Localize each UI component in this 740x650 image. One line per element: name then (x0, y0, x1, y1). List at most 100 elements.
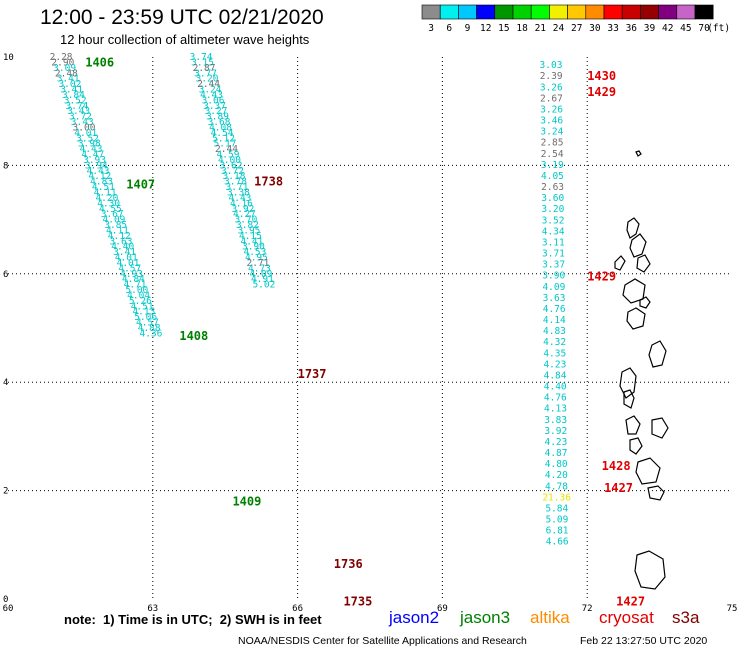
legend-tick-label: 18 (516, 23, 528, 34)
swh-value-label: 4.34 (542, 226, 565, 237)
pass-number-label: 1409 (232, 494, 261, 508)
x-tick-label: 69 (437, 604, 448, 614)
swh-value-label: 4.55 (99, 204, 122, 215)
swh-value-label: 2.39 (540, 71, 563, 82)
swh-value-label: 5.00 (125, 285, 148, 296)
swh-value-label: 3.63 (543, 293, 566, 304)
swh-value-label: 3.06 (202, 95, 225, 106)
pass-number-label: 1735 (343, 595, 372, 609)
swh-value-label: 3.09 (53, 63, 76, 74)
swh-value-label: 3.94 (85, 160, 108, 171)
swh-value-label: 3.00 (73, 122, 96, 133)
swh-value-label: 5.12 (212, 133, 235, 144)
swh-value-label: 3.83 (544, 415, 567, 426)
swh-value-label: 3.24 (199, 85, 222, 96)
swh-value-label: 3.72 (221, 166, 244, 177)
note-text: note: 1) Time is in UTC; 2) SWH is in fe… (64, 612, 322, 627)
pass-number-label: 1428 (602, 459, 631, 473)
legend-tick-label: 21 (535, 23, 547, 34)
legend-tick-label: 30 (589, 23, 601, 34)
swh-value-label: 3.85 (104, 220, 127, 231)
legend-swatch (603, 4, 623, 20)
swh-value-label: 4.87 (545, 448, 568, 459)
island-outline (629, 437, 643, 455)
mission-s3a: s3a (672, 608, 700, 627)
legend-tick-label: 42 (662, 23, 673, 34)
swh-value-label: 4.20 (95, 193, 118, 204)
island-outline (614, 255, 626, 271)
swh-value-label: 4.13 (544, 404, 567, 415)
pass-number-label: 1429 (587, 85, 616, 99)
legend-tick-label: 39 (644, 23, 656, 34)
swh-value-label: 4.36 (139, 328, 162, 339)
swh-value-label: 5.17 (214, 139, 237, 150)
legend-tick-label: 3 (428, 23, 434, 34)
x-tick-label: 75 (727, 604, 738, 614)
swh-value-label: 3.43 (67, 106, 90, 117)
swh-value-label: 5.84 (545, 503, 568, 514)
swh-value-label: 4.91 (251, 274, 274, 285)
legend-tick-label: 24 (553, 23, 565, 34)
swh-value-label: 4.83 (90, 177, 113, 188)
swh-value-label: 3.72 (69, 112, 92, 123)
swh-value-label: 4.09 (249, 269, 272, 280)
swh-value-label: 3.92 (232, 204, 255, 215)
legend-swatch (694, 4, 714, 20)
swh-value-label: 4.83 (543, 326, 566, 337)
swh-value-label: 4.51 (131, 301, 154, 312)
swh-value-label: 4.14 (543, 315, 566, 326)
island-outline (639, 296, 651, 309)
pass-number-label: 1427 (604, 481, 633, 495)
swh-value-label: 3.41 (113, 247, 136, 258)
island-outline (647, 485, 665, 501)
legend-swatch (494, 4, 514, 20)
mission-jason3: jason3 (460, 608, 511, 627)
swh-value-label: 4.57 (118, 263, 141, 274)
swh-value-label: 5.26 (129, 296, 152, 307)
swh-value-label: 2.63 (541, 182, 564, 193)
y-tick-label: 8 (3, 161, 8, 171)
swh-value-label: 4.05 (541, 171, 564, 182)
credits-text: NOAA/NESDIS Center for Satellite Applica… (238, 635, 527, 647)
swh-value-label: 4.88 (138, 323, 161, 334)
y-tick-label: 0 (3, 595, 8, 605)
swh-value-label: 3.41 (57, 74, 80, 85)
swh-value-label: 3.24 (540, 127, 563, 138)
altimeter-tracks: 2.282.903.092.483.413.023.413.843.523.74… (50, 52, 572, 548)
swh-value-label: 4.01 (117, 258, 140, 269)
legend-swatch (530, 4, 550, 20)
swh-value-label: 4.59 (217, 150, 240, 161)
swh-value-label: 3.15 (191, 57, 214, 68)
swh-value-label: 3.18 (223, 171, 246, 182)
island-outline (626, 307, 646, 330)
swh-value-label: 3.02 (58, 79, 81, 90)
swh-value-label: 4.15 (239, 231, 262, 242)
swh-value-label: 3.41 (60, 85, 83, 96)
legend-swatch (567, 4, 587, 20)
swh-value-label: 3.70 (235, 215, 258, 226)
swh-value-label: 4.01 (115, 253, 138, 264)
swh-value-label: 4.57 (136, 318, 159, 329)
island-outline (636, 254, 651, 273)
swh-value-label: 3.90 (542, 271, 565, 282)
swh-value-label: 4.27 (233, 209, 256, 220)
swh-value-label: 4.66 (546, 537, 569, 548)
swh-value-label: 4.12 (88, 171, 111, 182)
swh-value-label: 4.00 (218, 155, 241, 166)
swh-value-label: 3.68 (208, 117, 231, 128)
swh-value-label: 3.90 (242, 242, 265, 253)
swh-value-label: 3.52 (542, 215, 565, 226)
swh-value-label: 4.23 (543, 359, 566, 370)
swh-value-label: 4.41 (240, 236, 263, 247)
swh-value-label: 3.26 (540, 104, 563, 115)
swh-value-label: 4.84 (544, 370, 567, 381)
swh-value-label: 3.89 (206, 112, 229, 123)
color-scale-legend: 3 6 9 12 15 18 21 24 27 30 33 36 39 42 45 70(ft) (421, 4, 730, 34)
swh-value-label: 4.43 (200, 90, 223, 101)
swh-value-label: 4.43 (87, 166, 110, 177)
swh-value-label: 5.02 (252, 280, 275, 291)
swh-value-label: 2.44 (215, 144, 238, 155)
swh-value-label: 4.40 (544, 382, 567, 393)
swh-value-label: 3.82 (236, 220, 259, 231)
